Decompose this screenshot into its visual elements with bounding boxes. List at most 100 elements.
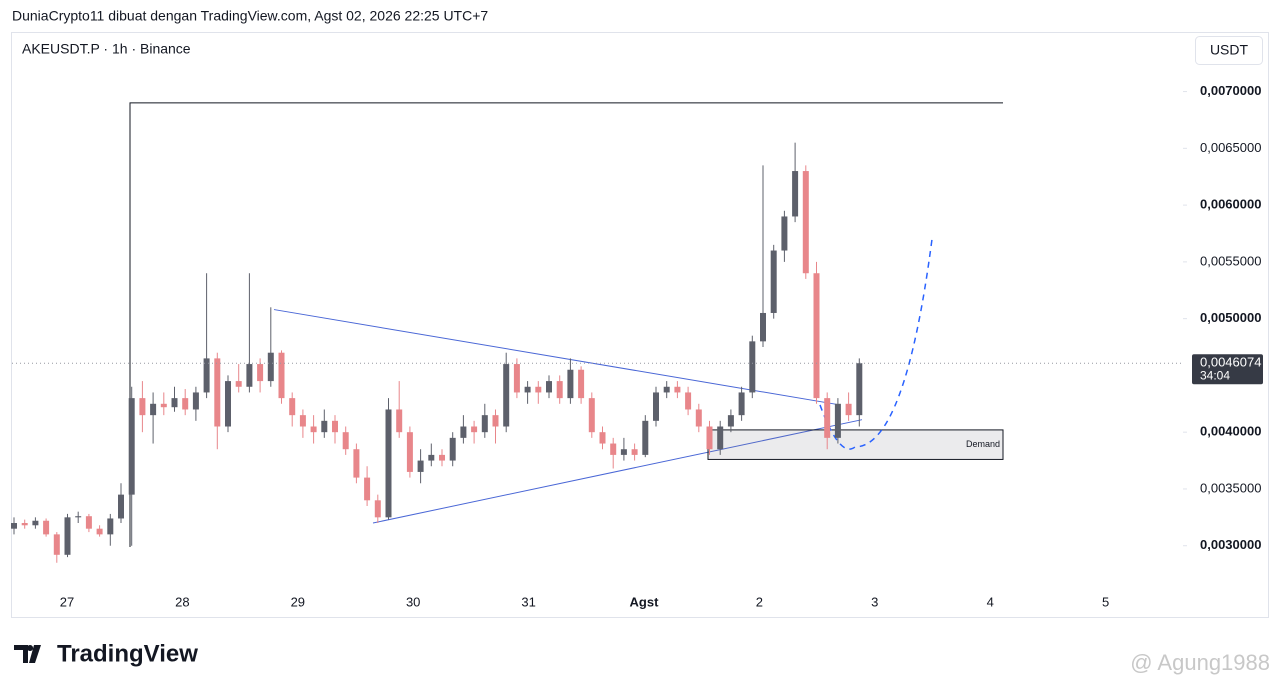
candle-body <box>278 352 285 399</box>
candle-body <box>770 250 777 313</box>
candle-body <box>139 398 146 416</box>
candle-body <box>364 477 371 501</box>
x-tick-label: 5 <box>1102 594 1109 609</box>
candle-body <box>717 426 724 450</box>
candle-body <box>214 358 221 427</box>
candle-body <box>588 398 595 433</box>
candle-body <box>11 523 17 529</box>
candle-body <box>439 454 445 461</box>
candle-body <box>21 523 28 526</box>
candle-body <box>257 364 264 382</box>
x-tick-label: 2 <box>756 594 763 609</box>
brand-logo <box>14 645 41 663</box>
triangle-lower <box>372 419 863 524</box>
candle-body <box>567 369 574 399</box>
candle-body <box>64 517 71 555</box>
candle-body <box>663 386 670 393</box>
candle-body <box>503 364 510 427</box>
y-tick-label: 0,0035000 <box>1200 480 1261 495</box>
candle-body <box>118 494 124 519</box>
candle-body <box>813 273 820 399</box>
x-tick-label: 27 <box>60 594 74 609</box>
candle-body <box>235 381 242 387</box>
candle-body <box>856 363 863 416</box>
currency-button[interactable] <box>1195 36 1263 65</box>
candle-body <box>749 341 756 393</box>
candle-body <box>481 415 488 433</box>
watermark: @ Agung1988 <box>1130 650 1270 675</box>
x-tick-label: 28 <box>175 594 189 609</box>
candle-body <box>267 352 274 382</box>
candle-body <box>599 432 606 444</box>
candle-body <box>653 392 659 421</box>
candle-body <box>556 381 563 399</box>
candle-body <box>43 520 50 535</box>
candle-body <box>96 528 103 535</box>
candle-body <box>760 312 766 342</box>
candle-body <box>310 426 317 433</box>
candle-body <box>85 516 92 529</box>
y-tick-label: 0,0030000 <box>1200 537 1261 552</box>
candle-body <box>546 381 552 393</box>
candle-body <box>738 392 745 416</box>
candle-body <box>150 403 157 416</box>
candle-body <box>695 409 702 427</box>
y-tick-label: 0,0060000 <box>1200 197 1261 212</box>
candle-body <box>321 420 328 433</box>
demand-label: Demand <box>966 439 1000 449</box>
candle-body <box>160 403 167 408</box>
last-price-box <box>1192 354 1263 385</box>
candle-body <box>406 432 413 472</box>
candle-body <box>834 403 841 438</box>
candle-body <box>75 516 82 518</box>
candle-body <box>631 449 638 455</box>
candle-body <box>246 364 253 387</box>
y-tick-label: 0,0055000 <box>1200 253 1261 268</box>
brand-name: TradingView <box>57 640 198 667</box>
candle-body <box>107 518 114 535</box>
candle-body <box>353 449 360 478</box>
candle-body <box>578 369 585 399</box>
x-tick-label: Agst <box>630 594 660 609</box>
candle-body <box>535 386 542 393</box>
candle-body <box>845 403 852 416</box>
candle-body <box>299 415 306 427</box>
candle-body <box>128 398 135 495</box>
y-tick-label: 0,0040000 <box>1200 424 1261 439</box>
projection-path <box>819 239 933 450</box>
candle-body <box>374 500 381 518</box>
resistance-line <box>129 102 1003 547</box>
x-tick-label: 3 <box>871 594 878 609</box>
x-tick-label: 30 <box>406 594 420 609</box>
y-tick-label: 0,0065000 <box>1200 140 1261 155</box>
x-tick-label: 31 <box>521 594 535 609</box>
x-tick-label: 4 <box>987 594 994 609</box>
candle-body <box>460 426 467 438</box>
candle-body <box>396 409 403 433</box>
demand-zone <box>707 429 1004 460</box>
candle-body <box>182 398 189 410</box>
currency-label: USDT <box>1210 42 1249 58</box>
candle-body <box>706 426 713 450</box>
candle-body <box>620 449 627 455</box>
x-tick-label: 29 <box>291 594 305 609</box>
candle-body <box>53 534 60 555</box>
candle-body <box>802 171 809 274</box>
candle-body <box>225 381 231 427</box>
candle-body <box>727 415 734 427</box>
last-price-label: 0,0046074 <box>1200 355 1261 370</box>
chart-frame <box>11 32 1269 618</box>
candle-body <box>781 216 788 251</box>
candle-body <box>289 398 296 416</box>
y-tick-label: 0,0070000 <box>1200 83 1261 98</box>
candle-body <box>171 398 178 408</box>
candle-body <box>824 398 831 438</box>
candle-body <box>642 420 649 455</box>
candle-body <box>203 358 210 393</box>
candle-body <box>385 409 392 518</box>
candle-body <box>192 392 199 410</box>
triangle-upper <box>273 309 841 406</box>
candle-body <box>32 520 39 526</box>
